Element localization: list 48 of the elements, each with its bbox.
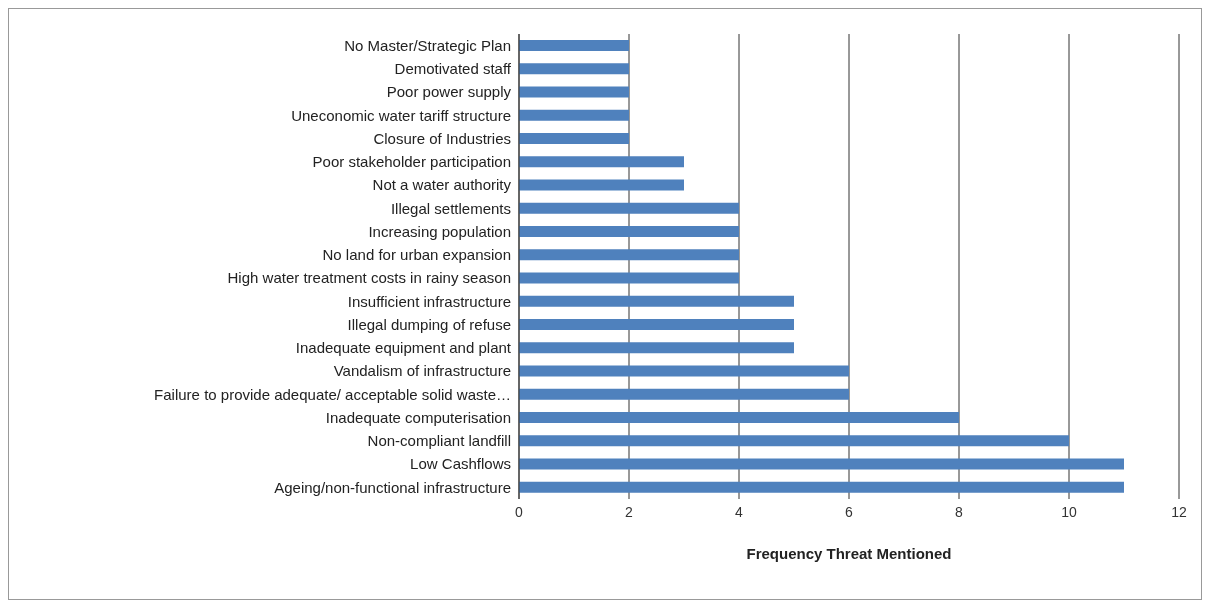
y-tick-label: Insufficient infrastructure xyxy=(347,292,511,310)
y-tick-label: Demotivated staff xyxy=(394,60,512,78)
x-tick-label: 2 xyxy=(625,503,634,520)
bar xyxy=(519,388,849,400)
y-tick-label: Non-compliant landfill xyxy=(367,432,511,450)
bar xyxy=(519,202,739,214)
bar xyxy=(519,319,794,330)
y-tick-label: Vandalism of infrastructure xyxy=(333,362,511,380)
y-tick-label: Failure to provide adequate/ acceptable solid waste… xyxy=(154,385,511,403)
bar xyxy=(519,365,849,377)
y-tick-label: Illegal dumping of refuse xyxy=(347,315,511,333)
bar xyxy=(519,272,739,284)
x-tick-label: 10 xyxy=(1061,503,1077,520)
bar xyxy=(519,342,794,354)
y-tick-label: No Master/Strategic Plan xyxy=(344,36,511,54)
y-tick-label: Closure of Industries xyxy=(373,129,511,147)
y-tick-label: High water treatment costs in rainy season xyxy=(227,269,511,287)
y-tick-label: Inadequate computerisation xyxy=(325,408,511,426)
x-tick-label: 4 xyxy=(735,503,744,520)
bar xyxy=(519,86,629,98)
bar xyxy=(519,40,629,51)
x-axis-title: Frequency Threat Mentioned xyxy=(746,545,952,562)
x-tick-label: 0 xyxy=(515,503,524,520)
bar xyxy=(519,412,959,423)
bar xyxy=(519,435,1069,447)
bar xyxy=(519,458,1124,470)
y-tick-label: Poor stakeholder participation xyxy=(312,153,511,171)
y-tick-label: No land for urban expansion xyxy=(322,246,511,264)
x-tick-label: 12 xyxy=(1171,503,1187,520)
y-tick-label: Illegal settlements xyxy=(390,199,511,217)
bar xyxy=(519,133,629,144)
y-tick-label: Ageing/non-functional infrastructure xyxy=(274,478,511,496)
y-tick-label: Poor power supply xyxy=(386,83,512,101)
bar xyxy=(519,109,629,121)
bar xyxy=(519,156,684,168)
x-tick-label: 8 xyxy=(955,503,964,520)
bar xyxy=(519,481,1124,493)
y-tick-label: Inadequate equipment and plant xyxy=(295,339,512,357)
y-tick-label: Increasing population xyxy=(368,222,511,240)
bar xyxy=(519,63,629,75)
bar xyxy=(519,179,684,191)
x-tick-label: 6 xyxy=(845,503,854,520)
bar xyxy=(519,295,794,307)
bar xyxy=(519,226,739,237)
y-tick-label: Uneconomic water tariff structure xyxy=(291,106,511,124)
bar xyxy=(519,249,739,261)
y-tick-label: Not a water authority xyxy=(372,176,512,194)
y-tick-label: Low Cashflows xyxy=(410,455,511,473)
